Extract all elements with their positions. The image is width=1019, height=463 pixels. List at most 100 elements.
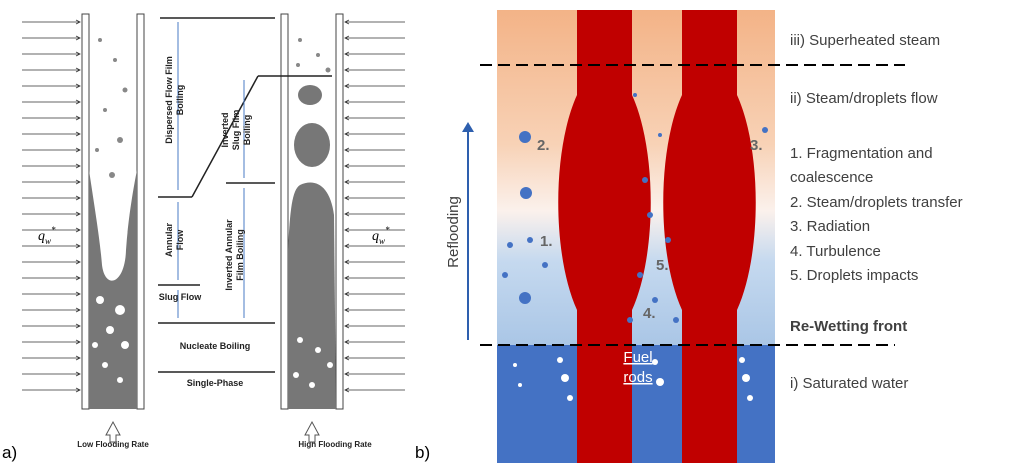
heat-flux-arrow <box>22 131 81 137</box>
regime-label: Dispersed Flow FilmBoiling <box>164 56 185 144</box>
regime-lines <box>158 17 332 373</box>
heat-flux-arrow <box>344 275 405 281</box>
heat-flux-arrow <box>22 35 81 41</box>
heat-flux-arrow <box>344 355 405 361</box>
heat-flux-arrow <box>344 147 405 153</box>
heat-flux-symbol: qw* <box>372 225 390 246</box>
heat-flux-arrow <box>344 35 405 41</box>
water-bubbles <box>513 357 753 401</box>
marker: 3. <box>750 137 763 154</box>
heat-flux-arrow <box>22 211 81 217</box>
zone-label: i) Saturated water <box>790 375 908 392</box>
heat-flux-arrow <box>22 259 81 265</box>
droplets <box>95 38 128 178</box>
fuel-rod <box>558 10 651 463</box>
heat-flux-arrow <box>22 163 81 169</box>
slug <box>294 123 330 167</box>
heat-flux-arrow <box>22 227 81 233</box>
slug <box>298 85 322 105</box>
heat-flux-arrow <box>344 243 405 249</box>
heat-flux-arrow <box>22 307 81 313</box>
heat-flux-arrow <box>22 243 81 249</box>
mechanism: coalescence <box>790 169 873 186</box>
heat-flux-arrows <box>22 19 405 393</box>
heat-flux-arrow <box>344 307 405 313</box>
heat-flux-symbol: qw* <box>38 225 56 246</box>
tube-high <box>280 13 344 410</box>
tube-wall <box>81 13 90 410</box>
reflooding-arrowhead <box>462 122 474 132</box>
heat-flux-arrow <box>22 179 81 185</box>
mechanism: 3. Radiation <box>790 218 870 235</box>
heat-flux-arrow <box>344 131 405 137</box>
regime-label: Single-Phase <box>187 378 244 388</box>
mechanism: 4. Turbulence <box>790 243 881 260</box>
mechanism: 5. Droplets impacts <box>790 267 918 284</box>
tube-wall <box>136 13 145 410</box>
heat-flux-arrow <box>22 339 81 345</box>
zone-label: iii) Superheated steam <box>790 32 940 49</box>
marker: 5. <box>656 257 669 274</box>
heat-flux-arrow <box>344 19 405 25</box>
heat-flux-arrow <box>344 211 405 217</box>
heat-flux-arrow <box>344 291 405 297</box>
heat-flux-arrow <box>344 67 405 73</box>
zone-label: ii) Steam/droplets flow <box>790 90 938 107</box>
heat-flux-arrow <box>344 387 405 393</box>
mechanism: 2. Steam/droplets transfer <box>790 194 963 211</box>
fuel-rod <box>663 10 756 463</box>
zone-boundaries <box>480 64 905 346</box>
regime-label: Nucleate Boiling <box>180 341 251 351</box>
heat-flux-arrow <box>344 323 405 329</box>
heat-flux-arrow <box>22 147 81 153</box>
bubbles <box>293 337 333 388</box>
regime-label: Slug Flow <box>159 292 202 302</box>
heat-flux-arrow <box>22 323 81 329</box>
heat-flux-arrow <box>344 51 405 57</box>
heat-flux-arrow <box>22 51 81 57</box>
caption: High Flooding Rate <box>298 440 372 449</box>
zone-label: Re-Wetting front <box>790 318 907 335</box>
heat-flux-arrow <box>344 227 405 233</box>
heat-flux-arrow <box>22 19 81 25</box>
heat-flux-arrow <box>22 371 81 377</box>
panel-label: a) <box>2 443 17 462</box>
heat-flux-arrow <box>22 83 81 89</box>
droplets <box>296 38 331 73</box>
fuel-rods-label: Fuel rods <box>623 349 652 386</box>
caption: Low Flooding Rate <box>77 440 149 449</box>
reflooding-label: Reflooding <box>445 196 462 268</box>
regime-arrows <box>177 22 245 318</box>
marker: 2. <box>537 137 550 154</box>
regime-label: Inverted AnnularFilm Boiling <box>224 219 245 291</box>
heat-flux-arrow <box>344 371 405 377</box>
heat-flux-arrow <box>344 163 405 169</box>
heat-flux-arrow <box>22 291 81 297</box>
liquid <box>89 170 137 409</box>
marker: 4. <box>643 305 656 322</box>
bubbles <box>92 296 129 383</box>
heat-flux-arrow <box>344 179 405 185</box>
heat-flux-arrow <box>22 99 81 105</box>
heat-flux-arrow <box>22 355 81 361</box>
regime-label: AnnularFlow <box>164 223 185 257</box>
heat-flux-arrow <box>344 195 405 201</box>
heat-flux-arrow <box>344 259 405 265</box>
mechanism: 1. Fragmentation and <box>790 145 933 162</box>
inflow-arrow <box>304 420 320 443</box>
marker: 1. <box>540 233 553 250</box>
heat-flux-arrow <box>22 195 81 201</box>
heat-flux-arrow <box>22 67 81 73</box>
tube-low <box>81 13 145 410</box>
tube-wall <box>280 13 289 410</box>
heat-flux-arrow <box>22 387 81 393</box>
liquid <box>288 182 336 409</box>
heat-flux-arrow <box>344 99 405 105</box>
heat-flux-arrow <box>344 83 405 89</box>
inflow-arrow <box>105 420 121 443</box>
heat-flux-arrow <box>344 115 405 121</box>
regime-label: InvertedSlug FilmBoiling <box>220 110 252 151</box>
heat-flux-arrow <box>344 339 405 345</box>
panel-label: b) <box>415 443 430 462</box>
